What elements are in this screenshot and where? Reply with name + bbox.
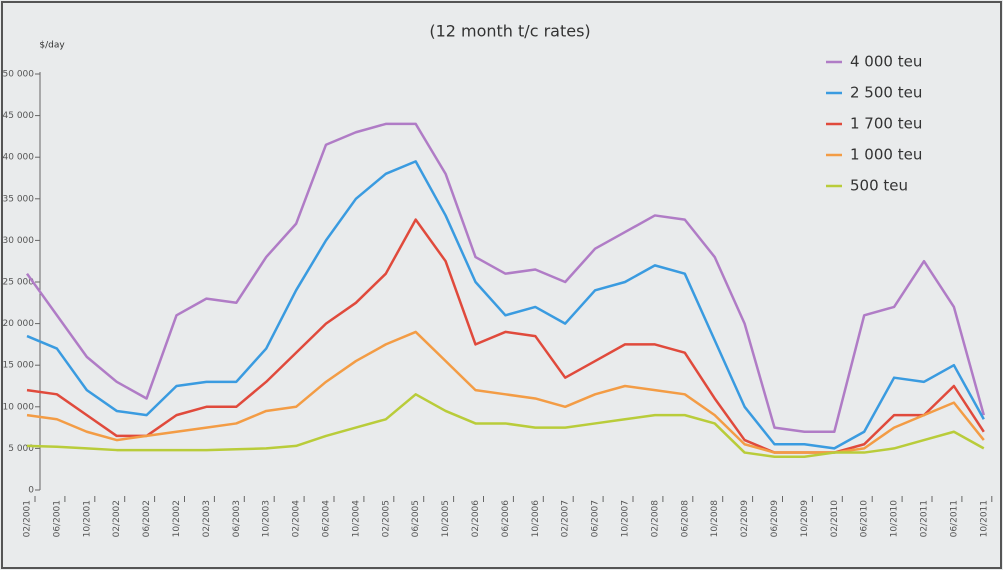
y-tick-label: 15 000 [3, 361, 35, 371]
x-tick-label: 06/2001 [52, 500, 62, 537]
series-line [25, 122, 986, 434]
x-tick-label: 06/2011 [949, 500, 959, 537]
y-tick-label: 0 [28, 486, 34, 496]
x-tick-label: 02/2005 [381, 500, 391, 537]
x-tick-label: 02/2008 [650, 500, 660, 538]
y-tick-label: 25 000 [3, 278, 35, 288]
y-axis-label: $/day [39, 41, 65, 51]
x-tick-label: 10/2003 [262, 500, 272, 537]
y-tick-label: 30 000 [3, 236, 35, 246]
x-tick-label: 10/2005 [441, 500, 451, 537]
legend-label: 4 000 teu [850, 53, 922, 71]
x-tick-label: 06/2004 [322, 500, 332, 538]
x-tick-label: 02/2010 [830, 500, 840, 538]
x-tick-label: 10/2004 [351, 500, 361, 538]
x-tick-label: 02/2011 [920, 500, 930, 537]
y-tick-label: 40 000 [3, 153, 35, 163]
y-tick-label: 20 000 [3, 319, 35, 329]
x-tick-label: 06/2008 [680, 500, 690, 538]
chart-title: (12 month t/c rates) [429, 22, 590, 41]
x-tick-label: 02/2007 [561, 500, 571, 537]
x-tick-label: 10/2010 [890, 500, 900, 538]
series-line [26, 160, 985, 450]
legend-label: 1 000 teu [850, 146, 922, 164]
x-tick-label: 10/2011 [979, 500, 989, 537]
y-tick-label: 10 000 [3, 402, 35, 412]
x-tick-label: 10/2006 [531, 500, 541, 538]
x-tick-label: 02/2006 [471, 500, 481, 538]
y-tick-label: 5 000 [8, 444, 34, 454]
x-tick-label: 02/2003 [202, 500, 212, 537]
series-line [26, 393, 985, 458]
series-line [26, 330, 985, 454]
x-tick-label: 02/2009 [740, 500, 750, 538]
x-tick-label: 02/2002 [112, 500, 122, 537]
x-tick-label: 10/2009 [800, 500, 810, 538]
x-tick-label: 06/2009 [770, 500, 780, 538]
y-tick-label: 45 000 [3, 111, 35, 121]
legend-label: 500 teu [850, 177, 908, 195]
x-tick-label: 02/2004 [292, 500, 302, 538]
legend-label: 1 700 teu [850, 115, 922, 133]
x-tick-label: 02/2001 [23, 500, 33, 537]
x-tick-label: 06/2006 [501, 500, 511, 538]
x-tick-label: 10/2002 [172, 500, 182, 537]
x-tick-label: 06/2002 [142, 500, 152, 537]
x-tick-label: 06/2010 [860, 500, 870, 538]
y-tick-label: 35 000 [3, 194, 35, 204]
x-tick-label: 10/2007 [621, 500, 631, 537]
y-tick-label: 50 000 [3, 70, 35, 80]
x-tick-label: 06/2003 [232, 500, 242, 537]
x-tick-label: 10/2008 [710, 500, 720, 538]
x-tick-label: 06/2005 [411, 500, 421, 537]
x-tick-label: 10/2001 [82, 500, 92, 537]
x-tick-label: 06/2007 [591, 500, 601, 537]
legend-label: 2 500 teu [850, 84, 922, 102]
